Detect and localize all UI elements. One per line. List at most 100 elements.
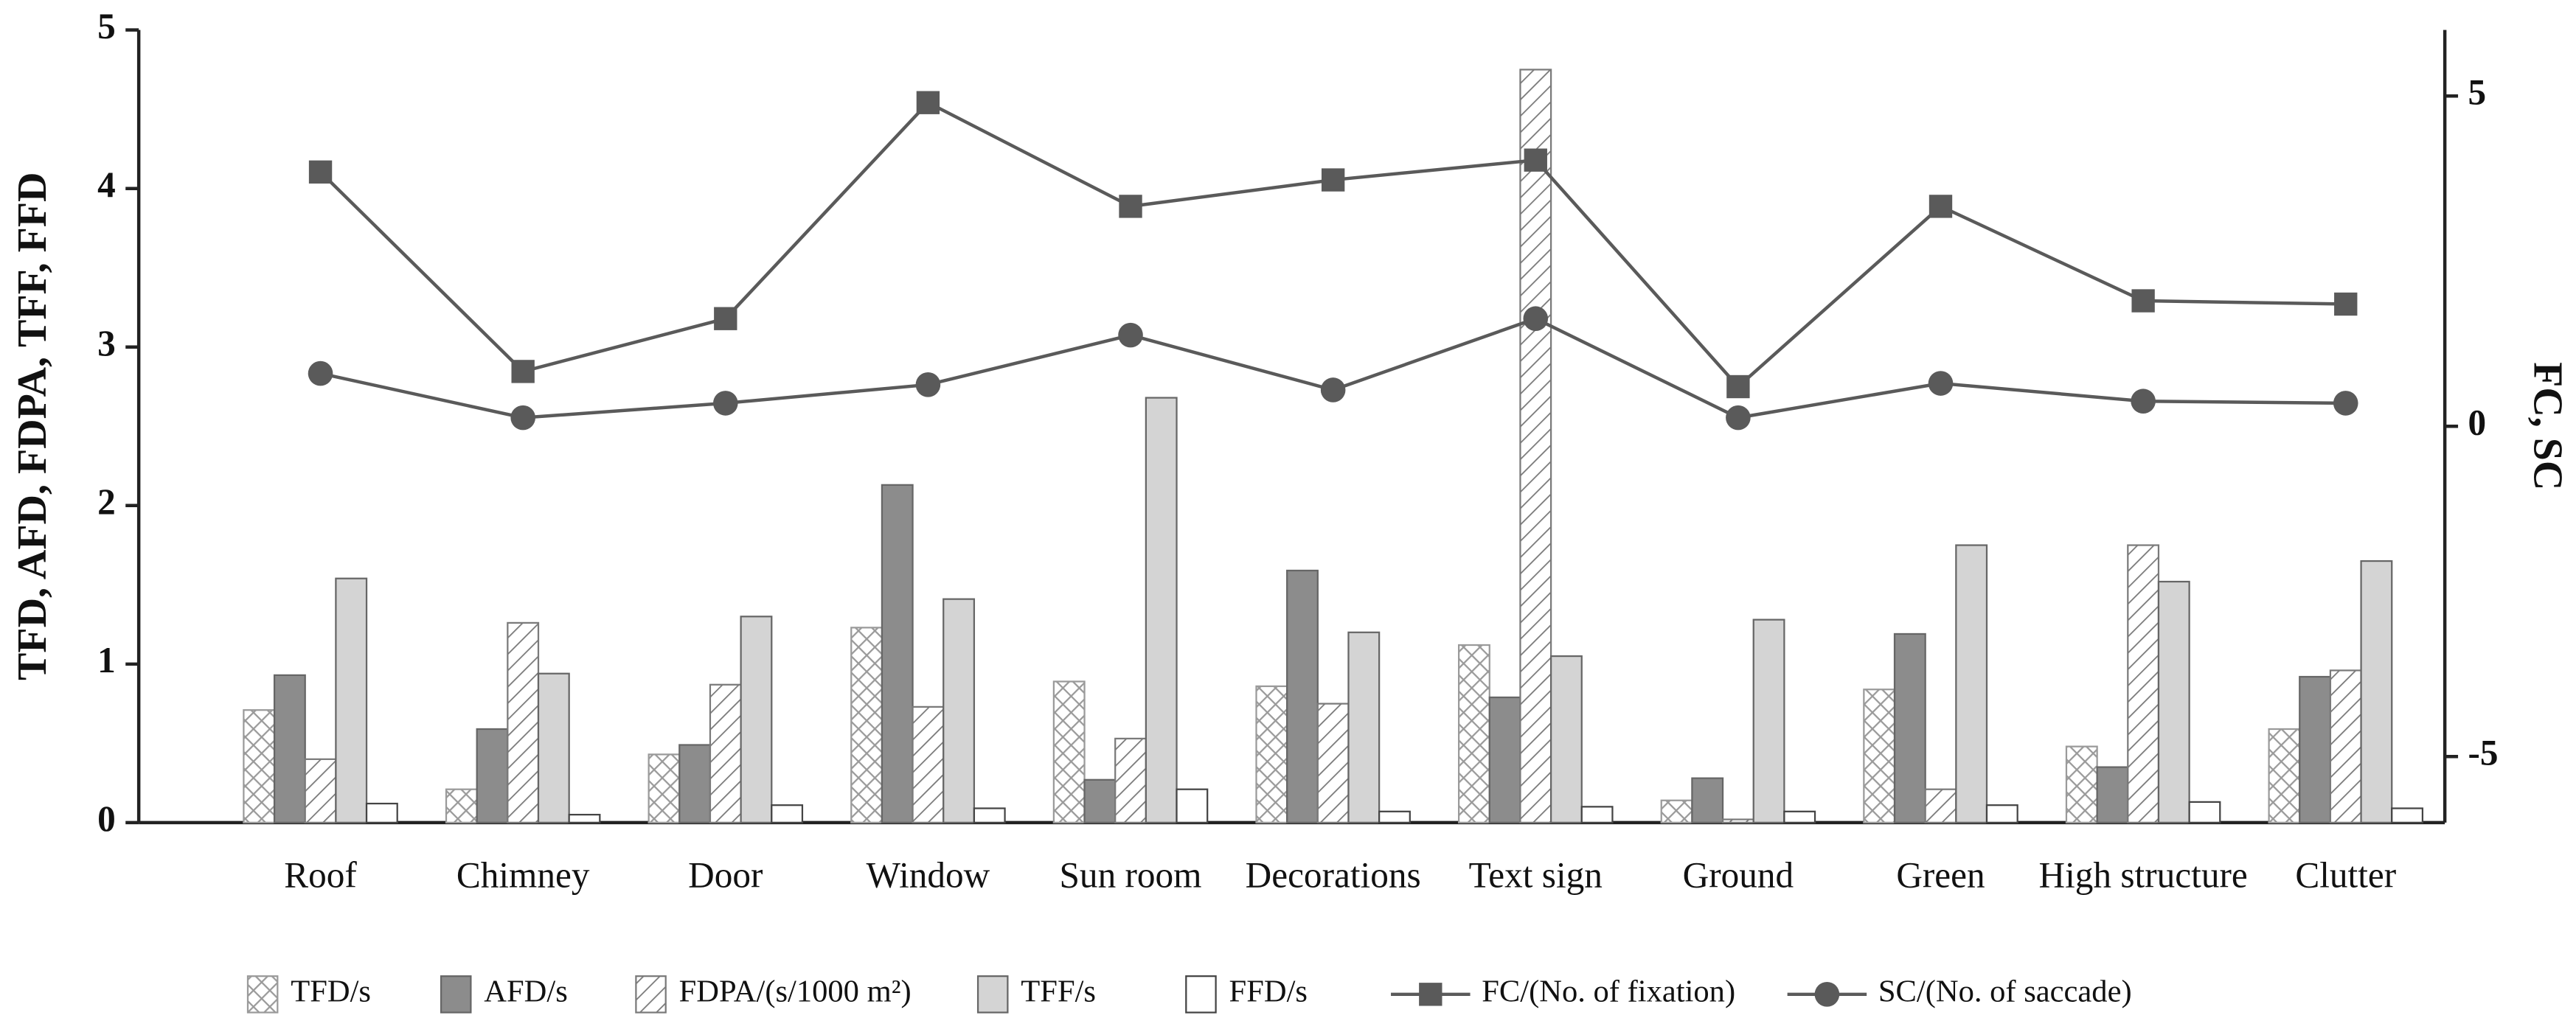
x-tick-label: Text sign (1469, 854, 1603, 895)
bar (2391, 807, 2424, 823)
y-tick-label: 5 (97, 6, 116, 46)
bar (1580, 806, 1614, 823)
marker (308, 160, 333, 184)
legend-swatch (976, 975, 1009, 1014)
bar (942, 598, 976, 823)
bar (1255, 685, 1288, 823)
marker (2131, 289, 2155, 313)
bar (912, 705, 945, 823)
bar (678, 744, 712, 823)
bar (1488, 696, 1521, 823)
marker (2131, 388, 2156, 414)
marker (308, 360, 333, 386)
bar (1347, 631, 1381, 823)
x-tick-label: Roof (284, 854, 357, 895)
marker (916, 91, 940, 114)
legend-swatch (1419, 983, 1443, 1006)
bar (2127, 544, 2160, 823)
bar (445, 788, 478, 823)
legend-swatch (246, 975, 279, 1014)
bar (1660, 799, 1693, 823)
bar (740, 616, 773, 823)
bar (850, 627, 883, 823)
bar (476, 728, 509, 823)
legend-swatch (1185, 975, 1217, 1014)
bar (1378, 810, 1411, 823)
marker (1523, 306, 1549, 332)
y-tick-label: 0 (97, 798, 116, 839)
bar (1721, 818, 1754, 823)
bar (881, 484, 914, 823)
marker (1118, 322, 1143, 348)
y-tick-label: 4 (97, 164, 116, 205)
bar (304, 758, 337, 823)
marker (1928, 371, 1954, 396)
y2-tick-label: 5 (2468, 72, 2487, 113)
bar (973, 807, 1006, 823)
x-tick-label: Green (1896, 854, 1985, 895)
bar (2188, 801, 2221, 823)
marker (1320, 377, 1346, 403)
bar (1783, 810, 1816, 823)
bar (1985, 804, 2018, 823)
marker (1321, 168, 1345, 192)
legend-label: FDPA/(s/1000 m²) (679, 975, 912, 1009)
bar (1955, 544, 1988, 823)
y2-tick-label: 0 (2468, 403, 2487, 443)
bar (1549, 655, 1583, 823)
y2-axis-title: FC, SC (2525, 362, 2571, 490)
bar (1457, 644, 1490, 823)
legend-swatch (440, 975, 472, 1014)
bar (335, 577, 368, 823)
bar (1052, 680, 1086, 823)
bar (1752, 618, 1785, 823)
marker (511, 360, 535, 383)
bar (1316, 703, 1350, 823)
marker (1928, 195, 1953, 218)
bar (1083, 778, 1117, 823)
bar (771, 804, 804, 823)
legend-swatch (635, 975, 667, 1014)
bar (2096, 766, 2129, 823)
bar (2329, 669, 2362, 823)
bar (2299, 675, 2332, 823)
legend-label: FC/(No. of fixation) (1482, 975, 1735, 1009)
marker (1726, 405, 1751, 431)
x-tick-label: Door (688, 854, 763, 895)
bar (2157, 580, 2190, 823)
y-tick-label: 2 (97, 481, 116, 522)
bar (507, 621, 540, 823)
bar (1114, 737, 1147, 823)
y-axis-title: TFD, AFD, FDPA, TFF, FFD (10, 173, 55, 680)
bar (2268, 728, 2301, 823)
legend-label: TFF/s (1021, 975, 1096, 1009)
bar (1176, 788, 1209, 823)
x-tick-label: High structure (2039, 854, 2248, 895)
marker (2334, 292, 2358, 316)
marker (915, 372, 941, 397)
line (319, 100, 2346, 389)
bar (1863, 689, 1896, 823)
bar (2360, 560, 2393, 823)
bar (537, 672, 570, 823)
bar (273, 674, 306, 823)
marker (712, 391, 738, 416)
line (320, 316, 2346, 419)
marker (714, 307, 737, 330)
legend-label: AFD/s (484, 975, 568, 1009)
legend-label: TFD/s (291, 975, 371, 1009)
x-tick-label: Window (867, 854, 990, 895)
x-tick-label: Decorations (1246, 854, 1421, 895)
x-tick-label: Ground (1683, 854, 1794, 895)
bar (568, 813, 601, 823)
bar (243, 709, 276, 823)
marker (1119, 195, 1142, 218)
bar (1893, 633, 1926, 823)
bar (1519, 69, 1552, 823)
marker (2333, 391, 2358, 416)
bar (2065, 745, 2098, 823)
marker (1726, 374, 1750, 399)
legend-swatch (1814, 982, 1840, 1007)
y-tick-label: 1 (97, 640, 116, 680)
